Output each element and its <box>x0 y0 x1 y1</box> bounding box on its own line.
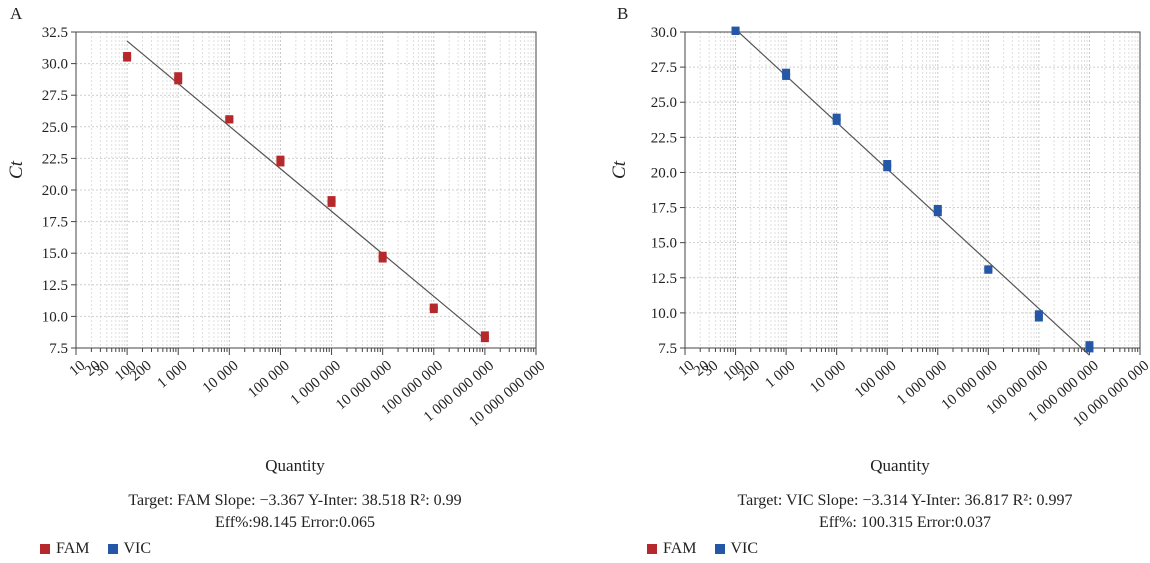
y-tick-label: 22.5 <box>651 130 677 146</box>
legend-label-fam: FAM <box>56 540 90 557</box>
y-axis-label: Ct <box>6 160 27 179</box>
data-point-fam <box>429 303 438 311</box>
legend-swatch-vic <box>714 544 725 554</box>
data-point-vic <box>883 164 892 172</box>
legend: FAM VIC <box>40 540 163 558</box>
x-tick-label: 10 000 <box>807 358 849 397</box>
data-point-vic <box>1034 310 1043 318</box>
y-tick-label: 12.5 <box>651 271 677 287</box>
data-point-fam <box>225 115 234 123</box>
data-point-vic <box>832 117 841 125</box>
legend-label-fam: FAM <box>663 540 697 557</box>
data-point-vic <box>731 26 740 34</box>
data-point-fam <box>480 331 489 339</box>
y-tick-label: 17.5 <box>42 215 68 231</box>
y-tick-label: 25.0 <box>651 95 677 111</box>
data-point-fam <box>480 335 489 343</box>
x-axis-label: Quantity <box>870 456 930 475</box>
y-axis-label: Ct <box>609 160 630 179</box>
data-point-vic <box>832 113 841 121</box>
stats-line-1: Target: VIC Slope: −3.314 Y-Inter: 36.81… <box>737 492 1073 509</box>
stats-line-1: Target: FAM Slope: −3.367 Y-Inter: 38.51… <box>128 492 462 509</box>
y-tick-label: 15.0 <box>651 236 677 252</box>
data-point-vic <box>933 204 942 212</box>
panel-a: A 7.5 10.0 12.5 15.0 17.5 20.0 22.5 25.0 27.5 30.… <box>6 4 555 558</box>
ct-standard-curve-vic: 7.5 10.0 12.5 15.0 17.5 20.0 22.5 25.0 27.5 30.0 1… <box>609 25 1150 430</box>
legend: FAM VIC <box>647 540 770 558</box>
data-point-fam <box>174 72 183 80</box>
legend-label-vic: VIC <box>123 540 152 557</box>
data-point-vic <box>782 68 791 76</box>
panel-b: B 7.5 10.0 12.5 15.0 17.5 20.0 22.5 25.0 27.5 30.… <box>575 0 1150 563</box>
x-tick-label: 100 000 <box>245 358 293 402</box>
x-tick-label: 10 000 <box>200 358 242 397</box>
stats-line-2: Eff%:98.145 Error:0.065 <box>214 514 376 531</box>
y-tick-label: 27.5 <box>42 88 68 104</box>
panel-letter: A <box>10 4 23 23</box>
y-tick-label: 27.5 <box>651 60 677 76</box>
y-tick-label: 17.5 <box>651 201 677 217</box>
y-tick-label: 22.5 <box>42 151 68 167</box>
regression-stats: Target: VIC Slope: −3.314 Y-Inter: 36.81… <box>645 490 1150 534</box>
data-point-fam <box>378 251 387 259</box>
y-tick-label: 7.5 <box>658 341 677 357</box>
data-point-vic <box>782 72 791 80</box>
y-tick-label: 20.0 <box>42 183 68 199</box>
legend-swatch-vic <box>107 544 118 554</box>
data-point-fam <box>276 159 285 167</box>
y-tick-label: 7.5 <box>49 341 68 357</box>
x-tick-label: 1 000 <box>154 358 190 392</box>
y-tick-label: 30.0 <box>42 57 68 73</box>
y-tick-label: 12.5 <box>42 278 68 294</box>
ct-standard-curve-fam: 7.5 10.0 12.5 15.0 17.5 20.0 22.5 25.0 27.5 30.0 3… <box>6 25 548 430</box>
legend-swatch-fam <box>647 544 657 554</box>
regression-stats: Target: FAM Slope: −3.367 Y-Inter: 38.51… <box>35 490 555 534</box>
regression-line <box>735 28 1090 356</box>
data-point-vic <box>883 160 892 168</box>
x-tick-label: 100 000 <box>852 358 900 402</box>
data-point-fam <box>174 77 183 85</box>
data-point-fam <box>327 196 336 204</box>
data-point-fam <box>327 199 336 207</box>
data-point-vic <box>1034 314 1043 322</box>
y-tick-label: 10.0 <box>651 306 677 322</box>
plot-frame <box>684 31 1141 349</box>
panel-letter: B <box>617 4 629 23</box>
x-tick-label: 1 000 <box>762 358 798 392</box>
legend-swatch-fam <box>40 544 50 554</box>
regression-line <box>126 40 486 340</box>
stats-line-2: Eff%: 100.315 Error:0.037 <box>818 514 992 531</box>
data-point-fam <box>276 155 285 163</box>
data-point-vic <box>1085 341 1094 349</box>
y-tick-label: 10.0 <box>42 309 68 325</box>
data-point-vic <box>933 209 942 217</box>
legend-label-vic: VIC <box>730 540 759 557</box>
data-point-vic <box>984 265 993 273</box>
data-point-vic <box>1085 345 1094 353</box>
data-point-fam <box>378 255 387 263</box>
y-tick-label: 32.5 <box>42 25 68 41</box>
x-axis-label: Quantity <box>265 456 325 475</box>
y-tick-label: 25.0 <box>42 120 68 136</box>
y-tick-label: 30.0 <box>651 25 677 41</box>
y-tick-label: 20.0 <box>651 165 677 181</box>
data-point-fam <box>123 52 132 60</box>
y-tick-label: 15.0 <box>42 246 68 262</box>
